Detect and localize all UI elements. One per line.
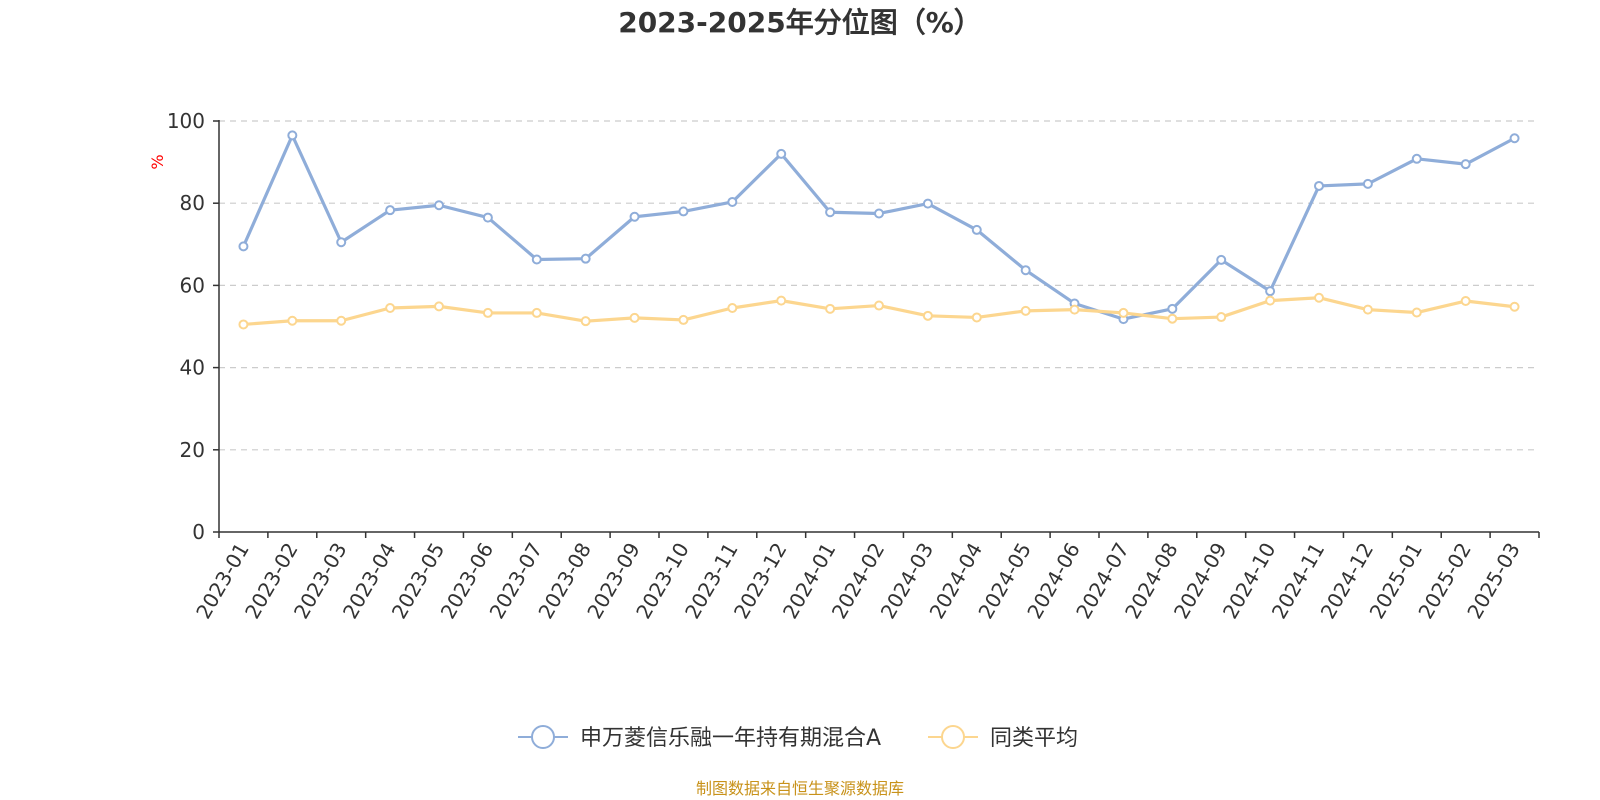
data-point xyxy=(1118,307,1129,318)
y-tick-label: 20 xyxy=(180,438,205,462)
chart-title: 2023-2025年分位图（%） xyxy=(618,6,982,39)
data-point xyxy=(1020,305,1031,316)
data-point xyxy=(629,312,640,323)
data-point xyxy=(1020,265,1031,276)
data-point xyxy=(482,212,493,223)
data-point xyxy=(385,303,396,314)
y-tick-label: 40 xyxy=(180,356,205,380)
data-point xyxy=(482,307,493,318)
data-point xyxy=(1167,313,1178,324)
y-tick-label: 80 xyxy=(180,191,205,215)
data-point xyxy=(776,148,787,159)
legend-item-2[interactable]: 同类平均 xyxy=(928,725,1078,751)
data-point xyxy=(336,315,347,326)
y-tick-label: 60 xyxy=(180,273,205,297)
data-point xyxy=(874,208,884,219)
axes xyxy=(213,120,1540,538)
data-point xyxy=(1411,153,1422,164)
legend-marker xyxy=(941,725,965,749)
data-point xyxy=(287,315,298,326)
data-point xyxy=(1216,254,1227,265)
data-point xyxy=(434,301,444,312)
data-point xyxy=(971,224,982,235)
data-point xyxy=(1216,312,1227,323)
y-tick-labels: 0 20 40 60 80 100 xyxy=(167,109,205,544)
data-point xyxy=(287,130,298,141)
data-point xyxy=(922,198,933,209)
legend-label: 申万菱信乐融一年持有期混合A xyxy=(580,726,881,751)
data-point xyxy=(1314,180,1324,191)
y-tick-label: 100 xyxy=(167,109,205,133)
data-point xyxy=(531,307,542,318)
data-point xyxy=(385,205,396,216)
data-point xyxy=(1509,133,1520,144)
data-point xyxy=(1265,286,1276,297)
data-point xyxy=(1411,307,1422,318)
data-point xyxy=(238,319,249,330)
data-point xyxy=(874,300,884,311)
legend-label: 同类平均 xyxy=(990,726,1078,751)
data-point xyxy=(1509,301,1520,312)
data-point xyxy=(1460,159,1471,170)
data-point xyxy=(1069,304,1080,315)
data-point xyxy=(1362,178,1373,189)
data-point xyxy=(922,310,933,321)
data-point xyxy=(1460,296,1471,307)
data-point xyxy=(727,303,738,314)
series-line-1 xyxy=(241,133,1517,321)
legend-marker xyxy=(531,725,555,749)
data-point xyxy=(678,314,689,325)
source-note: 制图数据来自恒生聚源数据库 xyxy=(696,779,904,798)
data-point xyxy=(825,207,836,218)
data-point xyxy=(1314,292,1324,303)
data-point xyxy=(776,295,787,306)
data-point xyxy=(1362,304,1373,315)
data-point xyxy=(580,316,591,327)
data-point xyxy=(678,206,689,217)
data-point xyxy=(434,200,444,211)
data-point xyxy=(1265,295,1276,306)
legend-item-1[interactable]: 申万菱信乐融一年持有期混合A xyxy=(518,725,881,751)
legend[interactable]: 申万菱信乐融一年持有期混合A 同类平均 xyxy=(518,725,1078,751)
data-point xyxy=(238,241,249,252)
data-point xyxy=(825,303,836,314)
x-tick-labels: 2023-012023-022023-032023-042023-052023-… xyxy=(191,539,1525,623)
y-axis-label: % xyxy=(148,154,167,169)
grid-lines xyxy=(219,120,1539,451)
data-point xyxy=(1167,303,1178,314)
data-point xyxy=(580,253,591,264)
data-point xyxy=(629,211,640,222)
data-point xyxy=(336,237,347,248)
data-point xyxy=(971,312,982,323)
data-point xyxy=(727,196,738,207)
y-tick-label: 0 xyxy=(192,520,205,544)
data-point xyxy=(531,254,542,265)
series-lines xyxy=(238,130,1520,330)
